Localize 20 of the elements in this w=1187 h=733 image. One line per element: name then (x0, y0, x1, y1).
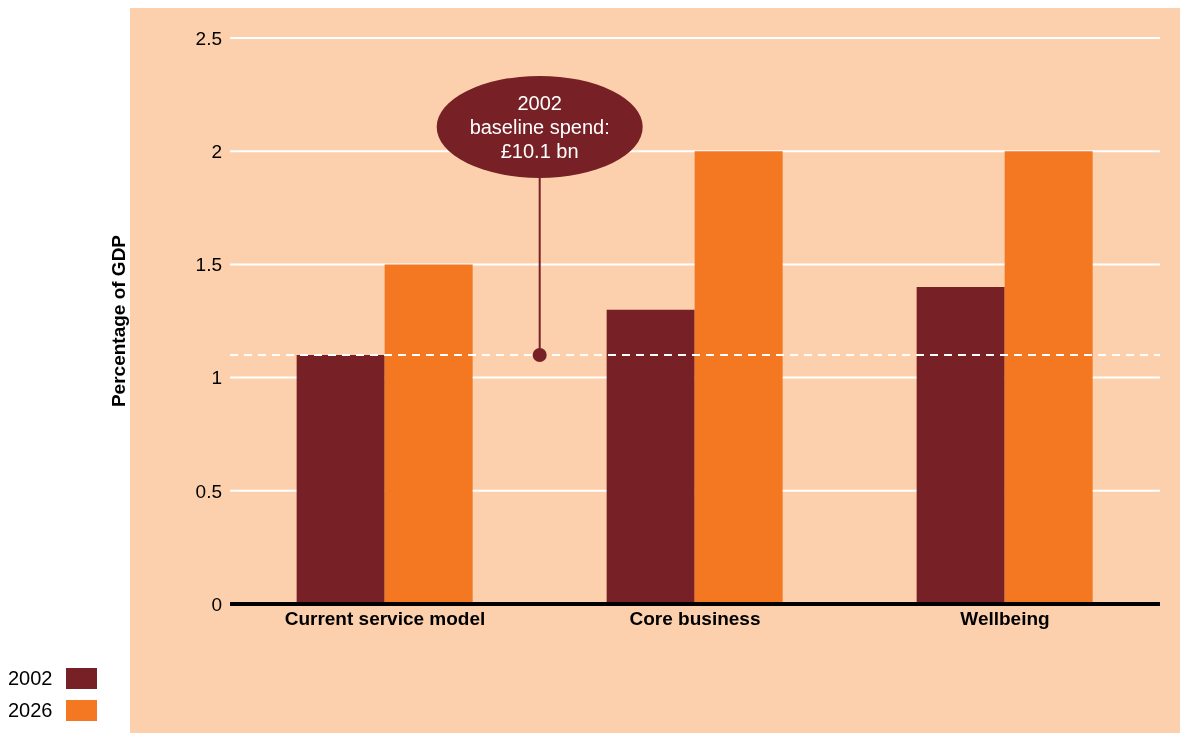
y-tick-label: 2.5 (195, 27, 222, 49)
y-axis-title: Percentage of GDP (107, 234, 129, 408)
y-tick-label: 0 (211, 593, 222, 615)
annotation: 2002 baseline spend: £10.1 bn (469, 91, 610, 162)
bar (296, 354, 385, 604)
legend-label: 2026 (8, 698, 54, 722)
y-tick-label: 0.5 (195, 480, 222, 502)
bar (384, 264, 473, 604)
y-tick-label: 1 (211, 367, 222, 389)
callout-bubble: 2002 baseline spend: £10.1 bn (436, 75, 643, 362)
bar (1004, 151, 1093, 604)
bar (694, 151, 783, 604)
y-tick-label: 1.5 (195, 254, 222, 276)
bar (606, 309, 695, 604)
legend-label: 2002 (8, 666, 54, 690)
x-tick-label: Wellbeing (960, 608, 1050, 630)
y-tick-label: 2 (211, 140, 222, 162)
x-tick-label: Core business (629, 608, 761, 630)
bar (916, 287, 1005, 604)
x-tick-label: Current service model (284, 608, 486, 630)
